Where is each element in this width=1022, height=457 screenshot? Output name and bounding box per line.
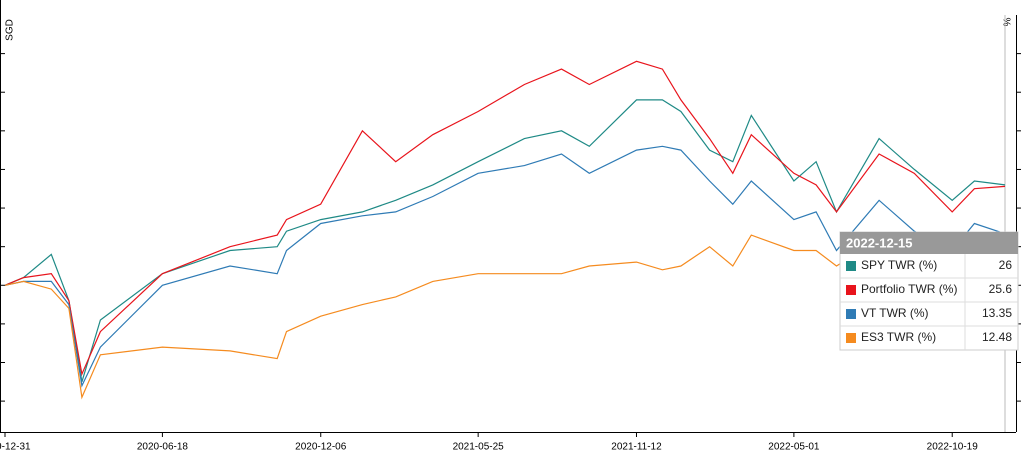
- tooltip: 2022-12-15 SPY TWR (%) 26 Portfolio TWR (%)…: [839, 231, 1019, 351]
- tooltip-swatch: [846, 261, 856, 271]
- x-tick-label: 2021-11-12: [611, 442, 662, 453]
- tooltip-swatch: [846, 285, 856, 295]
- series-line: [4, 145, 1006, 388]
- tooltip-swatch: [846, 333, 856, 343]
- tooltip-header: [840, 232, 1018, 254]
- tooltip-value: 26: [999, 258, 1013, 272]
- x-tick-label: 2020-06-18: [137, 442, 189, 453]
- series-line: [4, 99, 1006, 382]
- tooltip-swatch: [846, 309, 856, 319]
- tooltip-series-name: SPY TWR (%): [861, 258, 937, 272]
- tooltip-series-name: ES3 TWR (%): [861, 330, 936, 344]
- y2-axis-label: %: [1000, 18, 1011, 27]
- tooltip-value: 25.6: [989, 282, 1013, 296]
- x-tick-label: 2022-05-01: [768, 442, 820, 453]
- x-tick-label: 2021-05-25: [453, 442, 505, 453]
- tooltip-date: 2022-12-15: [846, 235, 913, 250]
- tooltip-series-name: Portfolio TWR (%): [861, 282, 957, 296]
- tooltip-series-name: VT TWR (%): [861, 306, 929, 320]
- x-tick-label: 2022-10-19: [927, 442, 979, 453]
- tooltip-value: 13.35: [982, 306, 1012, 320]
- x-tick-label: 2020-12-06: [295, 442, 347, 453]
- tooltip-value: 12.48: [982, 330, 1012, 344]
- x-tick-label: 2019-12-31: [0, 442, 31, 453]
- series-line: [4, 234, 1006, 400]
- series-line: [4, 60, 1006, 377]
- y-axis-label: SGD: [5, 19, 16, 41]
